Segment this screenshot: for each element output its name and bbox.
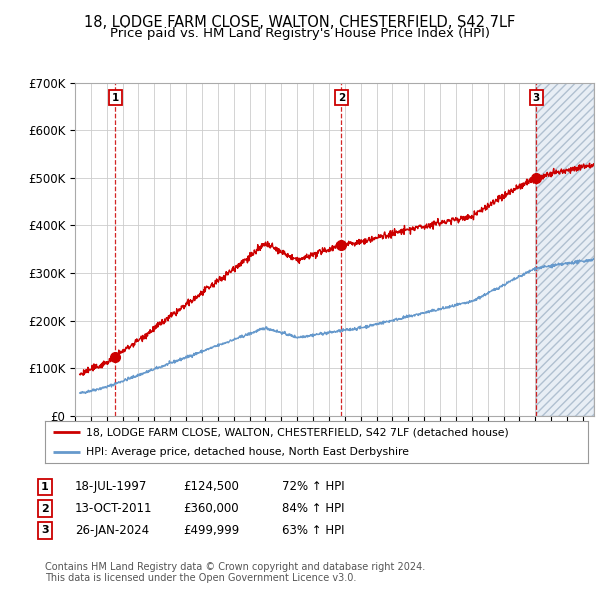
Text: 1: 1 (112, 93, 119, 103)
Text: 3: 3 (41, 526, 49, 535)
Text: Price paid vs. HM Land Registry's House Price Index (HPI): Price paid vs. HM Land Registry's House … (110, 27, 490, 40)
Text: £360,000: £360,000 (183, 502, 239, 515)
Text: 2: 2 (41, 504, 49, 513)
Text: 1: 1 (41, 482, 49, 491)
Text: 2: 2 (338, 93, 345, 103)
Text: 13-OCT-2011: 13-OCT-2011 (75, 502, 152, 515)
Bar (536, 83, 594, 416)
Text: 84% ↑ HPI: 84% ↑ HPI (282, 502, 344, 515)
Text: 72% ↑ HPI: 72% ↑ HPI (282, 480, 344, 493)
Text: Contains HM Land Registry data © Crown copyright and database right 2024.
This d: Contains HM Land Registry data © Crown c… (45, 562, 425, 584)
Text: £499,999: £499,999 (183, 524, 239, 537)
Text: 18, LODGE FARM CLOSE, WALTON, CHESTERFIELD, S42 7LF (detached house): 18, LODGE FARM CLOSE, WALTON, CHESTERFIE… (86, 427, 508, 437)
Text: £124,500: £124,500 (183, 480, 239, 493)
Text: 18, LODGE FARM CLOSE, WALTON, CHESTERFIELD, S42 7LF: 18, LODGE FARM CLOSE, WALTON, CHESTERFIE… (85, 15, 515, 30)
Text: 18-JUL-1997: 18-JUL-1997 (75, 480, 148, 493)
Text: 3: 3 (533, 93, 540, 103)
Text: 63% ↑ HPI: 63% ↑ HPI (282, 524, 344, 537)
Text: 26-JAN-2024: 26-JAN-2024 (75, 524, 149, 537)
Text: HPI: Average price, detached house, North East Derbyshire: HPI: Average price, detached house, Nort… (86, 447, 409, 457)
